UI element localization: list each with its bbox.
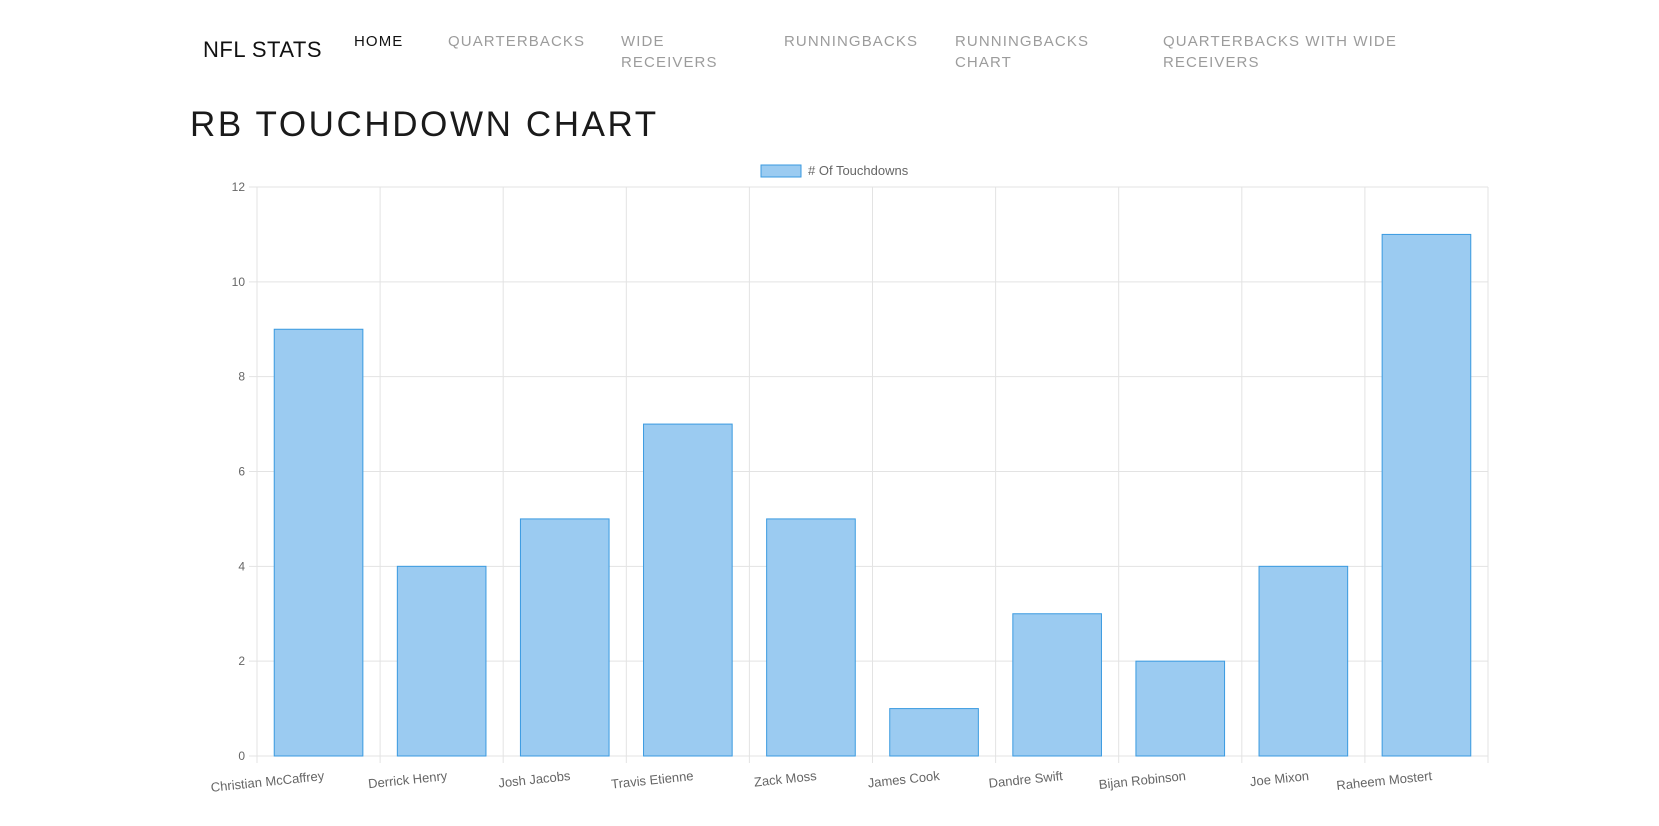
- x-tick-label: Joe Mixon: [1249, 768, 1309, 789]
- chart-legend[interactable]: # Of Touchdowns: [760, 163, 909, 178]
- x-tick-label: Zack Moss: [753, 768, 818, 790]
- bar-joe-mixon[interactable]: [1258, 565, 1349, 757]
- x-tick-label: Dandre Swift: [988, 768, 1064, 791]
- brand-link[interactable]: NFL STATS: [203, 37, 322, 62]
- nav-runningbacks-chart[interactable]: RUNNINGBACKS CHART: [955, 33, 1090, 71]
- x-tick-label: Bijan Robinson: [1098, 768, 1187, 792]
- bar-bijan-robinson[interactable]: [1135, 660, 1226, 757]
- y-tick-label: 0: [238, 749, 245, 763]
- chart-bars: [273, 233, 1472, 757]
- x-tick-label: James Cook: [867, 768, 941, 791]
- legend-label: # Of Touchdowns: [808, 163, 909, 178]
- bar-zack-moss[interactable]: [766, 518, 856, 757]
- page-title: RB TOUCHDOWN CHART: [190, 105, 659, 144]
- bar-dandre-swift[interactable]: [1012, 613, 1102, 757]
- nav-quarterbacks-with-wide-receivers[interactable]: QUARTERBACKS WITH WIDE RECEIVERS: [1163, 33, 1397, 71]
- y-tick-label: 6: [238, 465, 245, 479]
- y-tick-label: 4: [238, 559, 245, 573]
- x-tick-label: Raheem Mostert: [1336, 768, 1434, 793]
- y-tick-label: 12: [232, 180, 246, 194]
- legend-swatch: [760, 164, 802, 178]
- bar-raheem-mostert[interactable]: [1381, 233, 1472, 757]
- y-tick-label: 2: [238, 654, 245, 668]
- bar-christian-mccaffrey[interactable]: [273, 328, 364, 757]
- bar-travis-etienne[interactable]: [643, 423, 733, 757]
- bar-james-cook[interactable]: [889, 708, 979, 757]
- x-tick-label: Josh Jacobs: [498, 768, 572, 791]
- x-tick-label: Travis Etienne: [610, 768, 694, 792]
- nav-home[interactable]: HOME: [354, 33, 404, 50]
- bar-derrick-henry[interactable]: [396, 565, 487, 757]
- x-tick-label: Derrick Henry: [367, 768, 448, 791]
- top-navbar: NFL STATS HOME QUARTERBACKS WIDE RECEIVE…: [0, 0, 1659, 90]
- nav-wide-receivers[interactable]: WIDE RECEIVERS: [621, 33, 718, 71]
- x-tick-label: Christian McCaffrey: [210, 768, 325, 795]
- nav-quarterbacks[interactable]: QUARTERBACKS: [448, 33, 586, 50]
- nav-runningbacks[interactable]: RUNNINGBACKS: [784, 33, 919, 50]
- bar-josh-jacobs[interactable]: [519, 518, 610, 757]
- y-tick-label: 8: [238, 370, 245, 384]
- y-tick-label: 10: [232, 275, 246, 289]
